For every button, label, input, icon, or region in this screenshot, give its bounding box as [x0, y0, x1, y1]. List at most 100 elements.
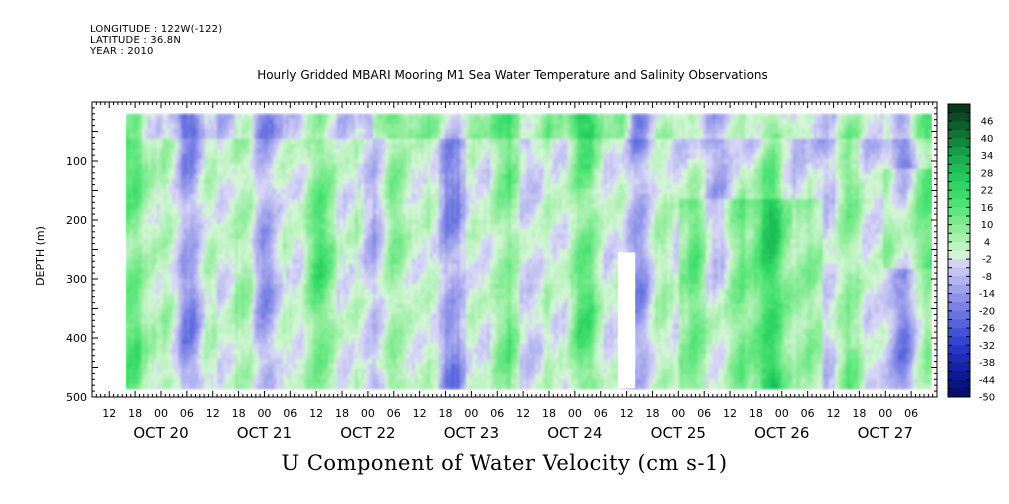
field-cell: [222, 348, 227, 355]
field-cell: [282, 133, 287, 140]
field-cell: [135, 173, 140, 180]
field-cell: [228, 198, 233, 205]
field-cell: [315, 243, 320, 250]
field-cell: [147, 343, 152, 350]
field-cell: [204, 173, 209, 180]
field-cell: [183, 338, 188, 345]
field-cell: [180, 303, 185, 310]
field-cell: [270, 278, 275, 285]
field-cell: [312, 138, 317, 145]
field-cell: [378, 193, 383, 200]
field-cell: [360, 233, 365, 240]
field-cell: [153, 213, 158, 220]
field-cell: [138, 363, 143, 370]
field-cell: [219, 328, 224, 335]
field-cell: [357, 383, 362, 390]
field-cell: [273, 178, 278, 185]
field-cell: [312, 203, 317, 210]
field-cell: [258, 293, 263, 300]
field-cell: [363, 328, 368, 335]
field-cell: [210, 368, 215, 375]
field-cell: [273, 238, 278, 245]
field-cell: [234, 353, 239, 360]
field-cell: [333, 363, 338, 370]
field-cell: [216, 148, 221, 155]
field-cell: [159, 258, 164, 265]
field-cell: [171, 173, 176, 180]
field-cell: [348, 303, 353, 310]
field-cell: [141, 143, 146, 150]
field-cell: [165, 228, 170, 235]
field-cell: [237, 203, 242, 210]
field-cell: [213, 278, 218, 285]
field-cell: [261, 163, 266, 170]
field-cell: [357, 373, 362, 380]
field-cell: [315, 268, 320, 275]
field-cell: [288, 268, 293, 275]
field-cell: [333, 303, 338, 310]
field-cell: [153, 243, 158, 250]
field-cell: [159, 238, 164, 245]
field-cell: [297, 338, 302, 345]
field-cell: [309, 168, 314, 175]
field-cell: [369, 328, 374, 335]
field-cell: [198, 303, 203, 310]
field-cell: [237, 298, 242, 305]
field-cell: [126, 113, 128, 120]
field-cell: [357, 173, 362, 180]
field-cell: [192, 323, 197, 330]
field-cell: [372, 268, 377, 275]
field-cell: [276, 158, 281, 165]
field-cell: [336, 348, 341, 355]
field-cell: [171, 298, 176, 305]
field-cell: [228, 278, 233, 285]
field-cell: [213, 138, 218, 145]
field-cell: [132, 118, 137, 125]
field-cell: [186, 143, 191, 150]
field-cell: [321, 263, 326, 270]
field-cell: [306, 233, 311, 240]
field-cell: [150, 238, 155, 245]
field-cell: [348, 278, 353, 285]
field-cell: [249, 323, 254, 330]
field-cell: [246, 118, 251, 125]
field-cell: [132, 323, 137, 330]
field-cell: [339, 353, 344, 360]
field-cell: [309, 368, 314, 375]
field-cell: [309, 363, 314, 370]
field-cell: [126, 123, 131, 130]
field-cell: [204, 373, 209, 380]
field-cell: [228, 248, 233, 255]
field-cell: [210, 158, 215, 165]
field-cell: [243, 238, 248, 245]
field-cell: [264, 333, 269, 340]
field-cell: [282, 348, 287, 355]
field-cell: [216, 238, 221, 245]
field-cell: [345, 303, 350, 310]
field-cell: [318, 253, 323, 260]
field-cell: [273, 363, 278, 370]
field-cell: [366, 253, 371, 260]
field-cell: [138, 193, 143, 200]
field-cell: [255, 168, 260, 175]
field-cell: [324, 318, 329, 325]
field-cell: [126, 268, 131, 275]
field-cell: [384, 338, 389, 345]
field-cell: [246, 243, 251, 250]
field-cell: [219, 163, 224, 170]
field-cell: [288, 158, 293, 165]
field-cell: [219, 203, 224, 210]
field-cell: [141, 158, 146, 165]
field-cell: [192, 213, 197, 220]
field-cell: [210, 188, 215, 195]
field-cell: [168, 233, 173, 240]
field-cell: [165, 298, 170, 305]
field-cell: [171, 168, 176, 175]
field-cell: [330, 313, 335, 320]
field-cell: [342, 333, 347, 340]
field-cell: [144, 123, 149, 130]
field-cell: [357, 368, 362, 375]
field-cell: [150, 288, 155, 295]
field-cell: [213, 233, 218, 240]
field-cell: [282, 313, 287, 320]
